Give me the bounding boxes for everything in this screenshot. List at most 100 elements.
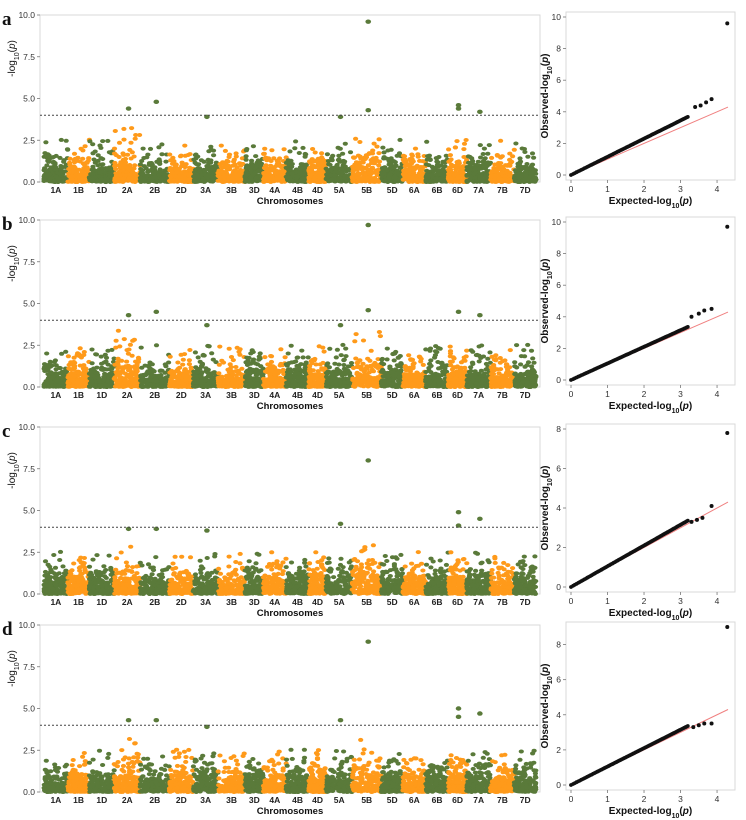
snp-point xyxy=(93,352,99,357)
snp-point xyxy=(208,144,214,149)
snp-point xyxy=(117,344,123,349)
snp-point xyxy=(502,177,508,182)
qq-y-tick-label: 0 xyxy=(556,170,561,180)
snp-point xyxy=(340,151,346,156)
snp-point xyxy=(412,146,419,151)
snp-point xyxy=(192,384,198,389)
snp-point xyxy=(369,166,375,171)
snp-point xyxy=(159,152,165,157)
snp-point xyxy=(121,176,127,181)
snp-point xyxy=(342,141,348,146)
snp-point xyxy=(243,157,249,162)
snp-point xyxy=(274,381,280,386)
snp-point xyxy=(494,153,500,157)
snp-point xyxy=(507,172,513,177)
snp-point xyxy=(248,370,254,375)
manhattan-points xyxy=(41,126,539,184)
snp-point xyxy=(396,151,403,156)
qq-y-axis-label: Observed-log10(p) xyxy=(540,53,554,138)
snp-point xyxy=(140,384,146,389)
snp-point xyxy=(144,382,150,386)
snp-point xyxy=(79,377,85,382)
snp-point xyxy=(81,350,87,354)
snp-point xyxy=(172,174,178,179)
snp-point xyxy=(386,176,392,180)
snp-point xyxy=(341,161,347,165)
peak-snp-5B xyxy=(365,19,372,24)
snp-point xyxy=(47,167,53,172)
chromosome-label: 1A xyxy=(50,185,61,195)
snp-point xyxy=(244,164,250,169)
snp-point xyxy=(179,164,185,169)
snp-point xyxy=(78,179,85,184)
snp-point xyxy=(146,161,153,166)
snp-point xyxy=(472,167,478,172)
snp-point xyxy=(103,359,109,364)
snp-point xyxy=(125,166,131,171)
qq-plot: 0 1 2 3 40246810Expected-log10(p)Observed-lo… xyxy=(540,11,736,210)
snp-point xyxy=(218,165,224,169)
qq-frame xyxy=(565,11,736,181)
snp-point xyxy=(170,155,176,160)
snp-point xyxy=(187,348,193,352)
snp-point xyxy=(118,365,124,370)
snp-point xyxy=(198,382,204,387)
snp-point xyxy=(71,366,78,371)
panel-a: a0.02.55.07.510.0-log10(p)1A 1B 1D 2A 2B 2D 3A… xyxy=(2,9,736,210)
snp-point xyxy=(356,176,362,181)
snp-point xyxy=(90,164,96,169)
snp-point xyxy=(353,160,360,165)
snp-point xyxy=(186,358,192,363)
snp-point xyxy=(180,357,186,362)
snp-point xyxy=(238,384,244,389)
qq-x-tick-label: 3 xyxy=(678,184,683,194)
snp-point xyxy=(261,151,267,156)
snp-point xyxy=(47,377,53,382)
snp-point xyxy=(423,162,430,167)
snp-point xyxy=(194,174,200,179)
snp-point xyxy=(222,161,228,166)
qq-points xyxy=(569,21,730,177)
snp-point xyxy=(521,179,527,184)
snp-point xyxy=(175,360,181,365)
snp-point xyxy=(101,376,107,381)
snp-point xyxy=(258,364,264,369)
snp-point xyxy=(192,153,198,158)
snp-point xyxy=(118,384,124,389)
snp-point xyxy=(156,169,162,174)
snp-point xyxy=(48,371,54,376)
snp-point xyxy=(226,155,232,159)
snp-point xyxy=(119,358,125,363)
snp-point xyxy=(98,156,104,161)
snp-point xyxy=(263,165,269,170)
snp-point xyxy=(113,338,119,343)
snp-point xyxy=(197,374,203,379)
qq-top-point xyxy=(725,21,730,26)
snp-point xyxy=(318,171,324,175)
snp-point xyxy=(276,368,282,373)
snp-point xyxy=(147,366,153,371)
y-tick-label: 10.0 xyxy=(18,10,35,20)
snp-point xyxy=(278,347,284,352)
chromosome-label: 2D xyxy=(176,185,187,195)
snp-point xyxy=(307,178,313,183)
snp-point xyxy=(209,351,215,356)
snp-point xyxy=(41,179,47,183)
snp-point xyxy=(263,155,269,160)
snp-point xyxy=(222,380,228,385)
snp-point xyxy=(446,169,452,174)
snp-point xyxy=(431,169,437,174)
snp-point xyxy=(208,384,214,389)
snp-point xyxy=(209,164,215,169)
snp-point xyxy=(410,159,416,164)
snp-point xyxy=(89,347,95,352)
snp-point xyxy=(209,379,215,384)
snp-point xyxy=(374,144,380,149)
qq-top-point xyxy=(709,97,714,102)
snp-point xyxy=(128,178,134,183)
snp-point xyxy=(103,167,109,172)
snp-point xyxy=(166,360,172,365)
snp-point xyxy=(50,160,57,165)
snp-point xyxy=(243,148,249,153)
snp-point xyxy=(356,165,362,169)
